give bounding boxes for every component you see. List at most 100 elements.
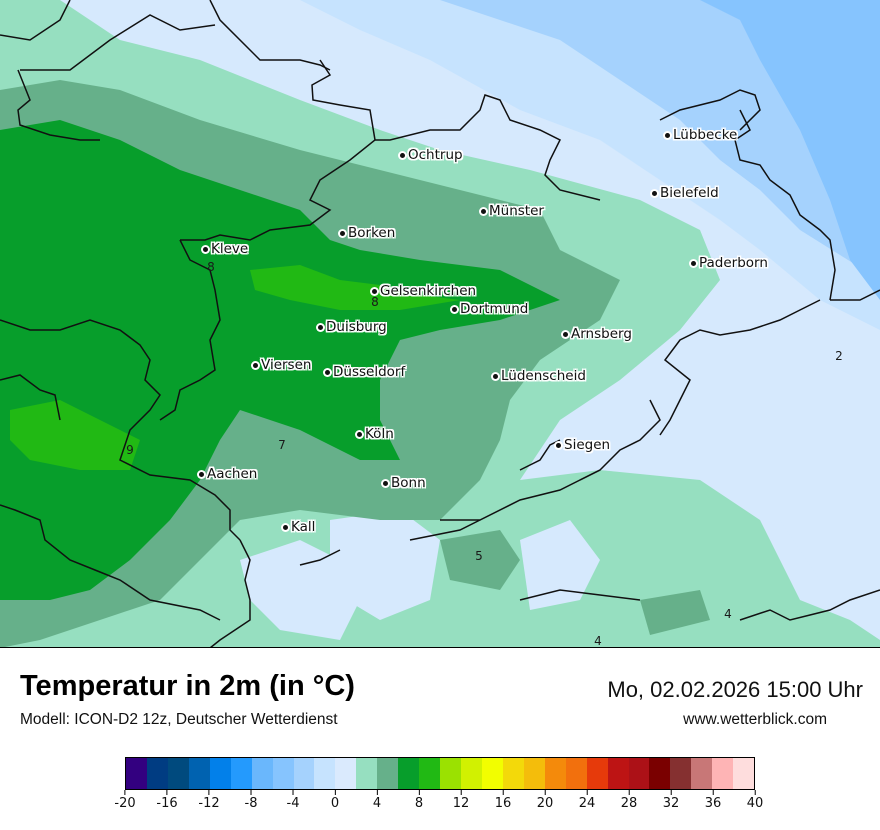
colorbar-tick: -4 [286, 790, 300, 811]
tick-label: -12 [198, 796, 220, 811]
tick-label: -8 [244, 796, 258, 811]
colorbar-tick: 20 [537, 790, 553, 811]
city-dot-icon [199, 471, 204, 477]
colorbar-tick: 32 [662, 790, 680, 811]
map-frame-border [0, 647, 880, 648]
city-dot-icon [325, 369, 330, 375]
city-name: Köln [365, 426, 394, 442]
tick-label: 28 [620, 796, 638, 811]
colorbar-tick: 40 [747, 790, 763, 811]
colorbar-segment [502, 758, 524, 789]
colorbar-tick: 36 [704, 790, 722, 811]
contour-label: 8 [371, 295, 379, 309]
city-name: Borken [348, 225, 396, 241]
colorbar-segment [126, 758, 147, 789]
city-marker: Düsseldorf [325, 364, 405, 380]
city-name: Münster [489, 203, 544, 219]
city-marker: Lübbecke [665, 127, 737, 143]
colorbar-segment [586, 758, 608, 789]
tick-label: 32 [662, 796, 680, 811]
colorbar-segment [565, 758, 587, 789]
city-marker: Paderborn [691, 255, 768, 271]
city-dot-icon [383, 480, 388, 486]
tick-label: 0 [330, 796, 340, 811]
website-link[interactable]: www.wetterblick.com [683, 711, 827, 728]
colorbar-tick: 24 [579, 790, 595, 811]
tick-mark [376, 790, 378, 795]
colorbar-segment [356, 758, 378, 789]
city-dot-icon [665, 132, 670, 138]
city-name: Arnsberg [571, 326, 632, 342]
city-marker: Münster [481, 203, 544, 219]
city-marker: Kleve [203, 241, 248, 257]
city-name: Bonn [391, 475, 426, 491]
contour-label: 4 [724, 607, 732, 621]
tick-mark [166, 790, 168, 795]
colorbar-tick: -8 [244, 790, 258, 811]
city-marker: Siegen [556, 437, 610, 453]
colorbar-segment [335, 758, 357, 789]
colorbar-tick: 0 [331, 790, 339, 811]
city-name: Bielefeld [660, 185, 719, 201]
colorbar-segment [314, 758, 336, 789]
colorbar-segment [544, 758, 566, 789]
tick-label: 16 [494, 796, 512, 811]
contour-label: 2 [835, 349, 843, 363]
city-dot-icon [372, 288, 377, 294]
colorbar-segment [230, 758, 252, 789]
city-dot-icon [253, 362, 258, 368]
city-name: Lübbecke [673, 127, 738, 143]
colorbar-segment [398, 758, 420, 789]
colorbar-segment [628, 758, 650, 789]
colorbar-segment [733, 758, 755, 789]
colorbar-segment [607, 758, 629, 789]
city-marker: Köln [357, 426, 394, 442]
city-marker: Viersen [253, 357, 311, 373]
map-layers [0, 0, 880, 648]
colorbar-tick: -20 [114, 790, 136, 811]
colorbar-segment [649, 758, 671, 789]
colorbar-segment [712, 758, 734, 789]
city-name: Kleve [211, 241, 249, 257]
tick-label: -4 [286, 796, 300, 811]
contour-label: 8 [207, 260, 215, 274]
city-dot-icon [563, 331, 568, 337]
colorbar-segment [146, 758, 168, 789]
city-marker: Lüdenscheid [493, 368, 586, 384]
colorbar-tick: 16 [494, 790, 512, 811]
city-dot-icon [493, 373, 498, 379]
city-dot-icon [556, 442, 561, 448]
city-marker: Arnsberg [563, 326, 632, 342]
city-name: Düsseldorf [333, 364, 406, 380]
city-dot-icon [452, 306, 457, 312]
tick-mark [670, 790, 672, 795]
city-marker: Duisburg [318, 319, 387, 335]
city-dot-icon [400, 152, 405, 158]
city-dot-icon [357, 431, 362, 437]
colorbar-segment [377, 758, 399, 789]
city-marker: Kall [283, 519, 315, 535]
tick-label: 36 [704, 796, 722, 811]
colorbar-segment [251, 758, 273, 789]
tick-mark [418, 790, 420, 795]
colorbar-segment [461, 758, 482, 789]
forecast-datetime: Mo, 02.02.2026 15:00 Uhr [607, 677, 863, 702]
colorbar-tick: -16 [156, 790, 178, 811]
city-name: Lüdenscheid [501, 368, 586, 384]
contour-label: 4 [594, 634, 602, 648]
city-marker: Aachen [199, 466, 257, 482]
colorbar-tick: 4 [373, 790, 381, 811]
tick-label: -20 [114, 796, 136, 811]
contour-label: 5 [475, 549, 483, 563]
colorbar-segment [293, 758, 315, 789]
tick-label: 4 [372, 796, 382, 811]
city-name: Duisburg [326, 319, 387, 335]
city-dot-icon [283, 524, 288, 530]
city-name: Ochtrup [408, 147, 463, 163]
tick-mark [502, 790, 504, 795]
tick-mark [628, 790, 630, 795]
colorbar-segment [167, 758, 189, 789]
colorbar-segment [419, 758, 441, 789]
city-marker: Ochtrup [400, 147, 463, 163]
city-dot-icon [652, 190, 657, 196]
